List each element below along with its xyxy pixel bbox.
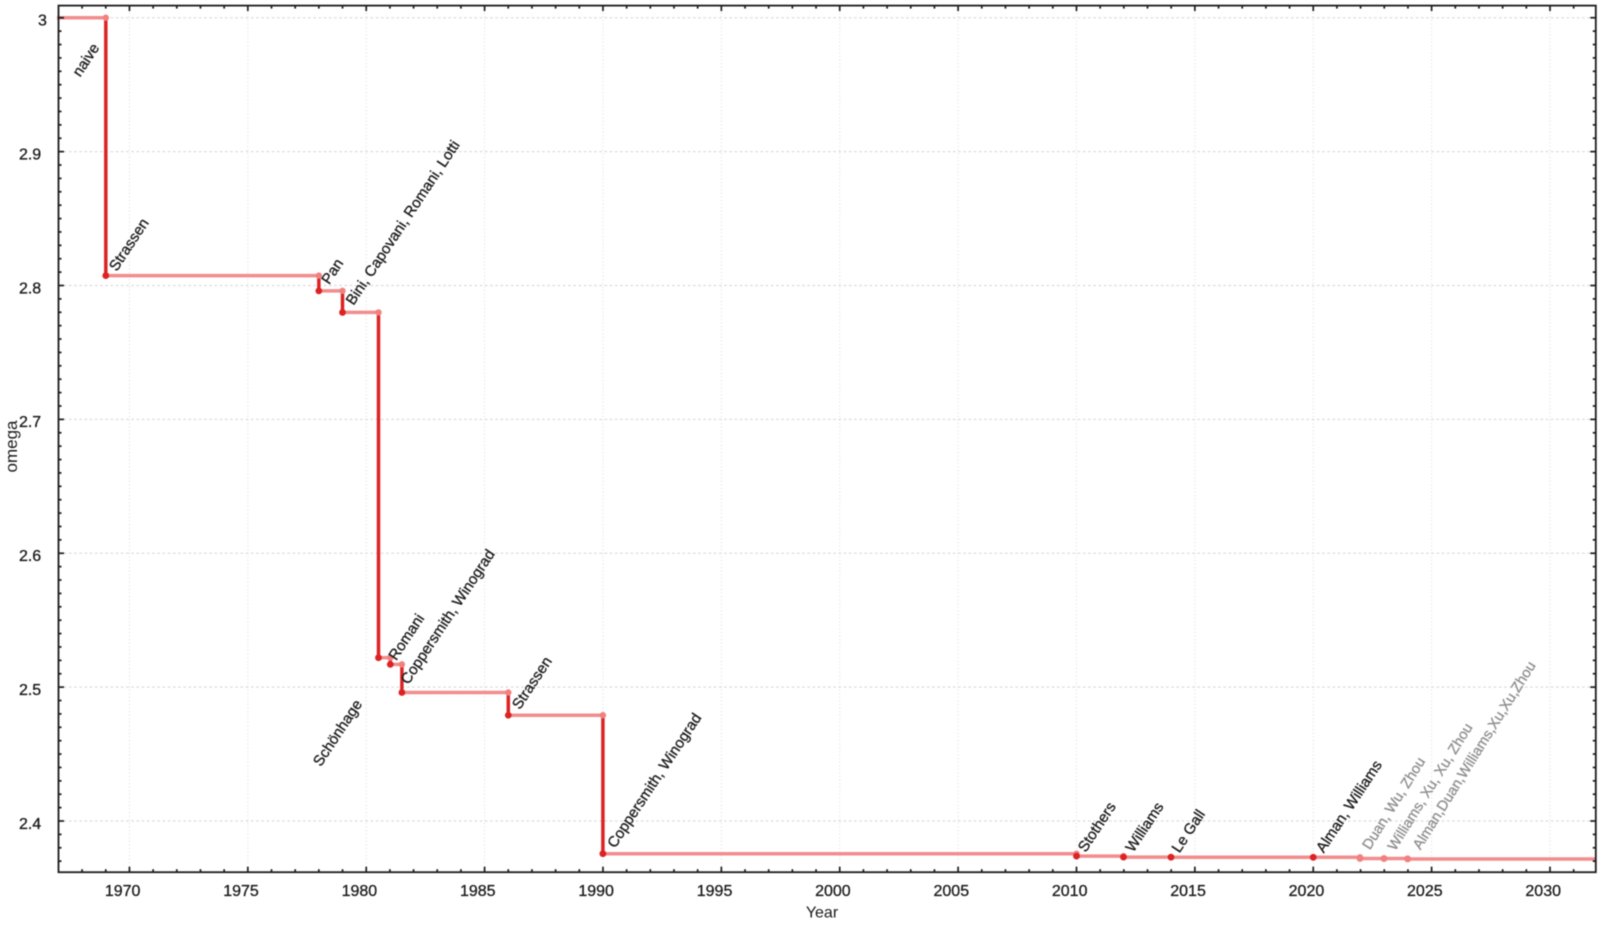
svg-text:2.7: 2.7 bbox=[19, 414, 41, 431]
svg-text:2.9: 2.9 bbox=[19, 146, 41, 163]
svg-text:2.5: 2.5 bbox=[19, 682, 41, 699]
svg-text:2030: 2030 bbox=[1525, 883, 1561, 900]
svg-text:2010: 2010 bbox=[1052, 883, 1088, 900]
svg-text:1970: 1970 bbox=[105, 883, 141, 900]
svg-text:1990: 1990 bbox=[578, 883, 614, 900]
svg-text:2005: 2005 bbox=[934, 883, 970, 900]
svg-text:1975: 1975 bbox=[223, 883, 259, 900]
svg-text:1980: 1980 bbox=[342, 883, 378, 900]
svg-text:2000: 2000 bbox=[815, 883, 851, 900]
svg-text:2.6: 2.6 bbox=[19, 548, 41, 565]
svg-text:omega: omega bbox=[2, 420, 21, 473]
svg-text:2015: 2015 bbox=[1170, 883, 1206, 900]
svg-text:3: 3 bbox=[38, 13, 47, 30]
svg-text:2.8: 2.8 bbox=[19, 280, 41, 297]
svg-text:Year: Year bbox=[806, 905, 839, 921]
svg-text:2025: 2025 bbox=[1407, 883, 1443, 900]
svg-text:1985: 1985 bbox=[460, 883, 496, 900]
svg-text:2020: 2020 bbox=[1289, 883, 1325, 900]
svg-text:2.4: 2.4 bbox=[19, 816, 41, 833]
svg-text:1995: 1995 bbox=[697, 883, 733, 900]
